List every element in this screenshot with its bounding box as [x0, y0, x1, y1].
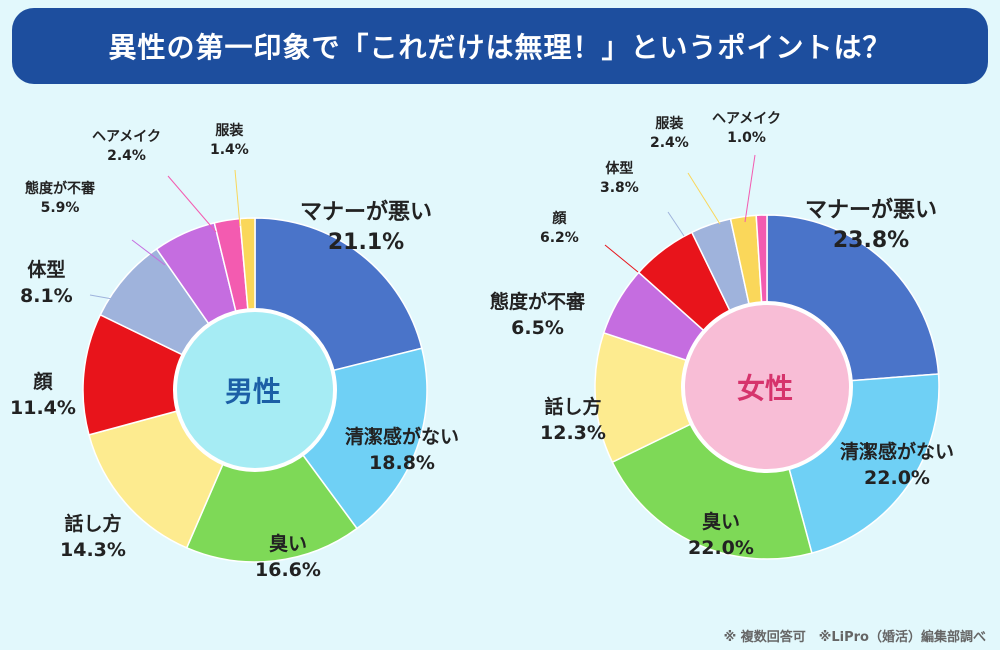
- slice-label: マナーが悪い 23.8%: [805, 196, 937, 255]
- category-label: 態度が不審: [490, 291, 586, 313]
- title-banner: 異性の第一印象で「これだけは無理！」というポイントは？: [12, 8, 988, 84]
- value-label: 12.3%: [540, 421, 606, 444]
- value-label: 16.6%: [255, 558, 321, 581]
- slice-label: 臭い 22.0%: [688, 510, 754, 561]
- category-label: ヘアメイク: [712, 111, 782, 127]
- slice-label: 話し方 12.3%: [540, 395, 606, 446]
- value-label: 8.1%: [20, 284, 73, 307]
- category-label: マナーが悪い: [805, 198, 938, 223]
- slice-label: マナーが悪い 21.1%: [300, 198, 432, 257]
- category-label: 体型: [27, 259, 66, 281]
- donut-center: [173, 308, 337, 472]
- leader-line: [604, 244, 639, 273]
- category-label: 清潔感がない: [345, 426, 460, 448]
- value-label: 5.9%: [40, 199, 80, 216]
- value-label: 11.4%: [10, 396, 76, 419]
- slice-label: 体型 8.1%: [20, 258, 73, 309]
- slice-label: ヘアメイク 1.0%: [712, 110, 781, 148]
- leader-line: [744, 154, 756, 223]
- slice-label: 清潔感がない 22.0%: [840, 440, 954, 491]
- value-label: 22.0%: [864, 466, 930, 489]
- slice-label: ヘアメイク 2.4%: [92, 128, 161, 166]
- category-label: 服装: [215, 123, 244, 139]
- value-label: 6.5%: [511, 316, 564, 339]
- category-label: 話し方: [544, 396, 602, 418]
- category-label: 顔: [33, 371, 53, 393]
- category-label: 清潔感がない: [840, 441, 955, 463]
- footnote: ※ 複数回答可 ※LiPro（婚活）編集部調べ: [723, 630, 986, 645]
- leader-line: [167, 175, 217, 233]
- category-label: ヘアメイク: [92, 129, 162, 145]
- value-label: 1.0%: [727, 129, 766, 146]
- slice-male-2: [185, 388, 359, 563]
- center-label: 女性: [737, 372, 794, 405]
- value-label: 18.8%: [369, 451, 435, 474]
- chart-title: 異性の第一印象で「これだけは無理！」というポイントは？: [108, 31, 892, 64]
- value-label: 2.4%: [107, 147, 146, 164]
- slice-label: 服装 1.4%: [210, 122, 249, 160]
- slice-label: 顔 6.2%: [540, 210, 579, 248]
- slice-label: 態度が不審 5.9%: [25, 180, 95, 218]
- slice-label: 清潔感がない 18.8%: [345, 425, 459, 476]
- category-label: 臭い: [701, 511, 740, 533]
- category-label: 体型: [605, 161, 634, 177]
- value-label: 2.4%: [650, 134, 689, 151]
- leader-line: [131, 239, 166, 266]
- value-label: 14.3%: [60, 538, 126, 561]
- category-label: マナーが悪い: [300, 200, 433, 225]
- category-label: 顔: [552, 211, 567, 227]
- value-label: 6.2%: [540, 229, 579, 246]
- value-label: 3.8%: [600, 179, 639, 196]
- category-label: 臭い: [268, 533, 307, 555]
- slice-label: 臭い 16.6%: [255, 532, 321, 583]
- category-label: 服装: [655, 116, 684, 132]
- slice-label: 態度が不審 6.5%: [490, 290, 585, 341]
- leader-line: [667, 211, 685, 237]
- leader-line: [687, 172, 721, 225]
- slice-label: 顔 11.4%: [10, 370, 76, 421]
- slice-label: 体型 3.8%: [600, 160, 639, 198]
- leader-line: [89, 294, 119, 301]
- slice-label: 服装 2.4%: [650, 115, 689, 153]
- center-label: 男性: [225, 375, 282, 408]
- leader-line: [234, 169, 241, 227]
- donut-center: [681, 301, 853, 473]
- value-label: 22.0%: [688, 536, 754, 559]
- slice-female-3: [594, 331, 769, 464]
- value-label: 1.4%: [210, 141, 249, 158]
- slice-label: 話し方 14.3%: [60, 512, 126, 563]
- slice-male-4: [82, 313, 258, 436]
- value-label: 21.1%: [327, 229, 405, 255]
- category-label: 話し方: [64, 513, 122, 535]
- category-label: 態度が不審: [25, 181, 95, 197]
- value-label: 23.8%: [832, 227, 910, 253]
